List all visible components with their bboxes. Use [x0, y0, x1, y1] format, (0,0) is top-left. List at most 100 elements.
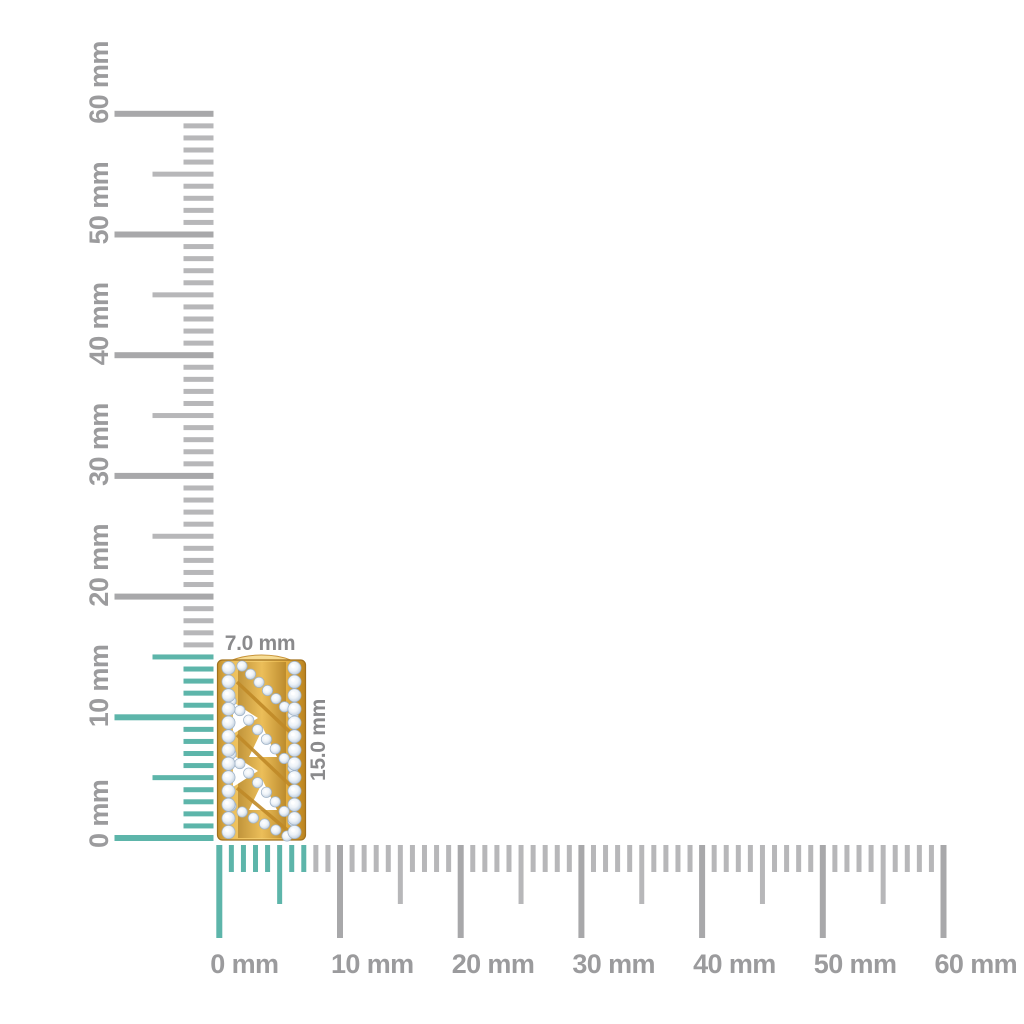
pendant-gold-ridge-2 [235, 733, 294, 789]
diamond-stone [287, 715, 302, 730]
diamond-stone [287, 743, 302, 757]
diamond-stone [243, 767, 255, 779]
v-tick-7mm [183, 751, 214, 757]
h-tick-12mm [361, 845, 367, 872]
diamond-stone [252, 777, 264, 789]
h-tick-28mm [554, 845, 560, 872]
diamond-sparkle [291, 691, 295, 696]
h-tick-33mm [615, 845, 621, 872]
diamond-stone [287, 756, 302, 771]
h-tick-10mm [337, 845, 343, 938]
v-tick-50mm [114, 231, 214, 238]
diamond-stone [269, 743, 281, 755]
v-tick-22mm [183, 569, 214, 575]
h-tick-15mm [397, 845, 403, 904]
diamond-stone [278, 752, 290, 764]
diamond-stone [287, 770, 302, 785]
h-tick-34mm [627, 845, 633, 872]
diamond-sparkle [291, 677, 295, 682]
v-tick-10mm [114, 714, 214, 721]
v-tick-32mm [183, 449, 214, 455]
diamond-sparkle [225, 677, 229, 682]
h-tick-2mm [240, 845, 246, 872]
h-tick-50mm [819, 845, 826, 938]
diamond-sparkle [291, 773, 295, 778]
diamond-stone [236, 660, 248, 672]
h-tick-5mm [277, 845, 283, 904]
diamond-sparkle [225, 759, 229, 764]
diamond-sparkle [291, 759, 295, 764]
pendant-gold-ridge-1 [235, 680, 294, 736]
v-tick-44mm [183, 304, 214, 310]
v-tick-12mm [183, 690, 214, 696]
diamond-stone [287, 784, 302, 798]
h-tick-41mm [711, 845, 717, 872]
v-tick-23mm [183, 557, 214, 563]
diamond-stone [260, 786, 272, 798]
h-tick-38mm [675, 845, 681, 872]
h-ruler-label-50mm: 50 mm [814, 949, 897, 979]
diamond-stone [287, 825, 302, 839]
h-tick-31mm [590, 845, 596, 872]
v-tick-36mm [183, 400, 214, 406]
diamond-sparkle [291, 787, 295, 791]
h-tick-57mm [904, 845, 910, 872]
diamond-stone [252, 724, 264, 736]
v-tick-13mm [183, 678, 214, 684]
v-tick-60mm [114, 110, 214, 117]
v-tick-49mm [183, 244, 214, 250]
diamond-sparkle [225, 746, 229, 750]
v-tick-52mm [183, 207, 214, 213]
diamond-sparkle [225, 800, 229, 805]
v-tick-14mm [183, 666, 214, 672]
v-tick-53mm [183, 195, 214, 201]
diamond-sparkle [291, 814, 295, 819]
v-tick-30mm [114, 472, 214, 479]
diamond-stone [236, 806, 248, 818]
h-tick-1mm [228, 845, 234, 872]
v-tick-5mm [152, 775, 214, 781]
v-tick-40mm [114, 352, 214, 359]
h-tick-0mm [216, 845, 223, 938]
h-tick-60mm [940, 845, 947, 938]
v-tick-56mm [183, 159, 214, 165]
v-tick-39mm [183, 364, 214, 370]
v-tick-0mm [114, 835, 214, 841]
h-tick-56mm [892, 845, 898, 872]
diamond-stone [221, 770, 236, 785]
v-ruler-label-0mm: 0 mm [84, 780, 114, 848]
diamond-stone [221, 756, 236, 771]
diamond-sparkle [225, 828, 229, 832]
product-width-label: 7.0 mm [225, 632, 296, 655]
diamond-stone [261, 684, 274, 697]
v-tick-35mm [152, 413, 214, 419]
h-tick-19mm [446, 845, 452, 872]
v-tick-19mm [183, 606, 214, 612]
diamond-stone [287, 811, 302, 826]
diamond-sparkle [291, 800, 295, 805]
h-tick-43mm [735, 845, 741, 872]
v-tick-15mm [152, 654, 214, 660]
h-tick-54mm [868, 845, 874, 872]
h-tick-4mm [265, 845, 271, 872]
h-tick-14mm [385, 845, 391, 872]
v-tick-20mm [114, 593, 214, 600]
diamond-sparkle [291, 664, 295, 668]
v-tick-18mm [183, 618, 214, 624]
h-tick-9mm [325, 845, 331, 872]
v-tick-28mm [183, 497, 214, 503]
v-tick-8mm [183, 738, 214, 744]
v-tick-29mm [183, 485, 214, 491]
horizontal-ruler-labels: 0 mm 10 mm 20 mm 30 mm 40 mm 50 mm 60 mm [210, 949, 1017, 979]
h-tick-58mm [916, 845, 922, 872]
v-tick-6mm [183, 763, 214, 769]
h-tick-35mm [639, 845, 645, 904]
v-tick-26mm [183, 521, 214, 527]
v-ruler-label-60mm: 60 mm [84, 41, 114, 124]
diamond-stone [221, 688, 236, 703]
product-image-gold-diamond-bar-pendant [216, 654, 307, 842]
h-ruler-label-60mm: 60 mm [935, 949, 1018, 979]
h-tick-27mm [542, 845, 548, 872]
h-tick-18mm [434, 845, 440, 872]
